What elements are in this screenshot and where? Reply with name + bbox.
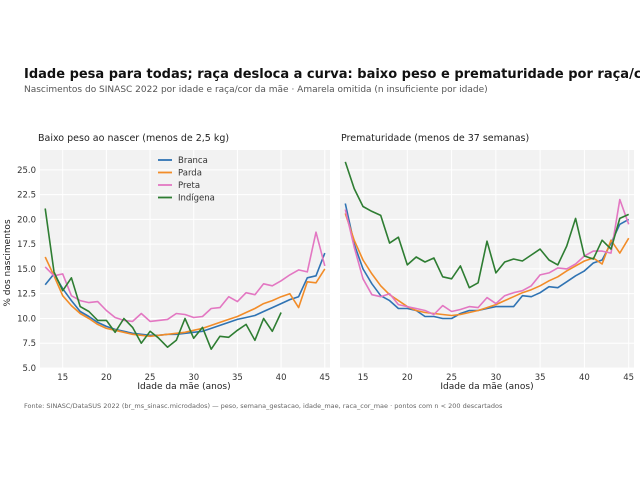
- panel-baixo-peso: 15 20 25 30 35 40 45 5.0 7.5 10.0 12.5 15.0 17.5 20.0…: [17, 150, 330, 383]
- y-tick-label: 10.0: [17, 314, 36, 324]
- x-tick-label: 15: [57, 373, 68, 383]
- y-tick-label: 17.5: [17, 240, 36, 250]
- x-tick-label: 35: [535, 373, 546, 383]
- x-tick-label: 30: [188, 373, 199, 383]
- chart-subtitle: Nascimentos do SINASC 2022 por idade e r…: [24, 85, 488, 95]
- x-axis-label-right: Idade da mãe (anos): [440, 382, 533, 392]
- y-tick-label: 25.0: [17, 166, 36, 176]
- x-tick-label: 45: [623, 373, 634, 383]
- plot-background: [340, 150, 634, 368]
- chart-title: Idade pesa para todas; raça desloca a cu…: [24, 67, 640, 82]
- x-tick-label: 40: [579, 373, 590, 383]
- y-tick-label: 12.5: [17, 290, 36, 300]
- legend-label-branca: Branca: [178, 156, 208, 166]
- source-caption: Fonte: SINASC/DataSUS 2022 (br_ms_sinasc…: [24, 402, 503, 410]
- series-line-parda: [44, 256, 326, 338]
- series-line-branca: [344, 203, 630, 320]
- panel-prematuridade: 15 20 25 30 35 40 45: [340, 150, 634, 383]
- x-tick-label: 30: [490, 373, 501, 383]
- x-tick-label: 15: [358, 373, 369, 383]
- y-tick-label: 5.0: [22, 364, 36, 374]
- panel-title-baixo-peso: Baixo peso ao nascer (menos de 2,5 kg): [38, 133, 229, 144]
- x-axis-label-left: Idade da mãe (anos): [137, 382, 230, 392]
- panel-title-prematuridade: Prematuridade (menos de 37 semanas): [341, 133, 529, 144]
- series-line-indigena: [44, 208, 282, 351]
- y-axis-label: % dos nascimentos: [3, 219, 13, 307]
- legend-label-preta: Preta: [178, 181, 200, 191]
- x-tick-label: 45: [319, 373, 330, 383]
- y-tick-label: 7.5: [22, 339, 36, 349]
- series-line-preta: [44, 231, 326, 323]
- legend-label-indigena: Indígena: [178, 194, 215, 204]
- x-tick-label: 25: [145, 373, 156, 383]
- y-tick-label: 22.5: [17, 191, 36, 201]
- series-line-indigena: [344, 161, 630, 289]
- x-tick-label: 40: [276, 373, 287, 383]
- series-line-branca: [44, 252, 326, 337]
- x-tick-label: 20: [101, 373, 112, 383]
- series-line-preta: [344, 198, 630, 316]
- x-tick-label: 25: [446, 373, 457, 383]
- y-tick-label: 20.0: [17, 215, 36, 225]
- x-tick-label: 35: [232, 373, 243, 383]
- legend: Branca Parda Preta Indígena: [158, 156, 215, 204]
- legend-label-parda: Parda: [178, 169, 202, 179]
- x-tick-label: 20: [402, 373, 413, 383]
- y-tick-label: 15.0: [17, 265, 36, 275]
